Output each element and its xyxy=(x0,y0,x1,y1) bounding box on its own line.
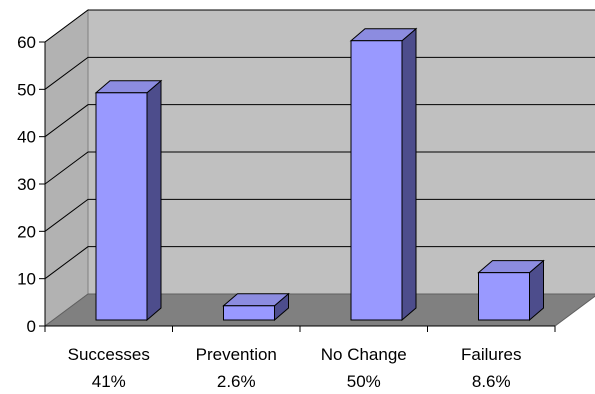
x-tick-label: Prevention xyxy=(196,345,277,364)
gridline xyxy=(44,56,595,90)
axes xyxy=(39,41,556,332)
bar-side xyxy=(146,79,162,322)
bar-failures xyxy=(477,259,545,322)
y-tick-label: 30 xyxy=(17,175,36,194)
y-tick-label: 20 xyxy=(17,222,36,241)
x-axis-labels: Successes 41% Prevention 2.6% No Change 50% Fa… xyxy=(68,345,522,391)
gridline xyxy=(44,246,595,280)
x-tick-label: Failures xyxy=(461,345,521,364)
y-tick-label: 60 xyxy=(17,33,36,52)
x-tick-percent: 41% xyxy=(92,372,126,391)
gridline xyxy=(44,9,595,43)
x-tick-label: Successes xyxy=(68,345,150,364)
y-tick-label: 10 xyxy=(17,270,36,289)
bar-successes xyxy=(94,79,163,322)
gridline xyxy=(44,151,595,185)
x-tick-percent: 8.6% xyxy=(472,372,511,391)
y-tick-label: 0 xyxy=(27,317,36,336)
bars xyxy=(94,27,545,322)
bar-side xyxy=(401,27,417,322)
gridlines xyxy=(44,9,595,280)
y-axis-labels: 0 10 20 30 40 50 60 xyxy=(17,33,36,336)
bar-front xyxy=(350,40,403,321)
gridline xyxy=(44,198,595,232)
y-tick-label: 50 xyxy=(17,80,36,99)
gridline xyxy=(44,104,595,138)
bar-front xyxy=(95,92,148,321)
x-tick-percent: 2.6% xyxy=(217,372,256,391)
x-tick-percent: 50% xyxy=(347,372,381,391)
y-tick-label: 40 xyxy=(17,128,36,147)
bar-front xyxy=(478,272,530,321)
x-tick-label: No Change xyxy=(321,345,407,364)
bar-no-change xyxy=(349,27,418,322)
bar-prevention xyxy=(222,292,290,322)
bar-front xyxy=(223,305,275,321)
